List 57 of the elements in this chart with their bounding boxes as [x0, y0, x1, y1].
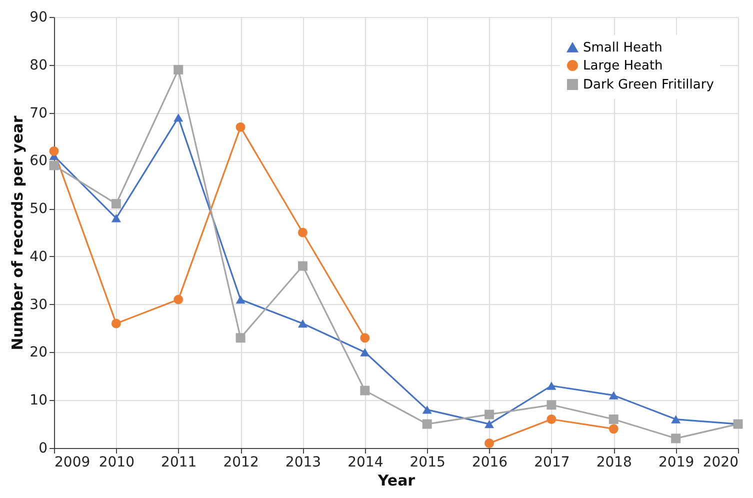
- x-tick-label: 2010: [98, 454, 134, 470]
- point: [174, 294, 184, 304]
- y-tick-label: 40: [30, 248, 48, 265]
- y-tick-label: 50: [30, 201, 48, 218]
- point: [236, 333, 246, 343]
- x-tick-label: 2013: [285, 454, 322, 470]
- point: [174, 64, 184, 74]
- point: [608, 391, 618, 400]
- point: [422, 419, 432, 429]
- legend-label: Dark Green Fritillary: [583, 78, 714, 92]
- x-axis-title: Year: [376, 472, 416, 490]
- x-tick-label: 2019: [658, 454, 694, 470]
- point: [608, 424, 618, 434]
- x-tick-label: 2016: [472, 454, 508, 470]
- legend-label: Large Heath: [583, 58, 663, 74]
- point: [298, 319, 308, 328]
- y-tick-label: 70: [30, 105, 48, 122]
- point: [608, 414, 618, 424]
- point: [422, 406, 432, 414]
- y-tick-label: 0: [38, 440, 48, 456]
- y-tick-label: 30: [30, 296, 48, 313]
- x-tick-label: 2009: [54, 454, 90, 470]
- point: [236, 122, 246, 132]
- x-tick-label: 2014: [348, 454, 384, 470]
- point: [484, 410, 494, 420]
- point: [298, 228, 308, 238]
- x-tick-label: 2018: [596, 454, 632, 470]
- point: [111, 199, 121, 209]
- point: [111, 214, 121, 222]
- y-tick-label: 60: [30, 153, 48, 170]
- y-tick-label: 10: [30, 392, 48, 409]
- point: [174, 113, 184, 122]
- point: [484, 438, 494, 448]
- point: [360, 348, 370, 356]
- x-tick-label: 2012: [223, 454, 259, 470]
- point: [111, 318, 121, 328]
- y-tick-label: 20: [30, 344, 48, 361]
- point: [236, 295, 246, 304]
- point: [484, 420, 494, 428]
- point: [671, 415, 681, 424]
- point: [49, 146, 59, 156]
- point: [49, 160, 59, 170]
- point: [360, 386, 370, 396]
- x-tick-label: 2020: [702, 454, 738, 470]
- y-tick-label: 90: [30, 10, 48, 26]
- legend-label: Small Heath: [583, 40, 662, 56]
- point: [546, 382, 556, 390]
- point: [546, 400, 556, 410]
- x-tick-label: 2017: [534, 454, 570, 470]
- x-tick-label: 2015: [410, 454, 446, 470]
- point: [298, 261, 308, 271]
- y-axis-title: Number of records per year: [8, 115, 27, 350]
- x-tick-label: 2011: [161, 454, 197, 470]
- point: [671, 434, 681, 444]
- point: [360, 333, 370, 343]
- y-tick-label: 80: [30, 57, 48, 74]
- point: [546, 414, 556, 424]
